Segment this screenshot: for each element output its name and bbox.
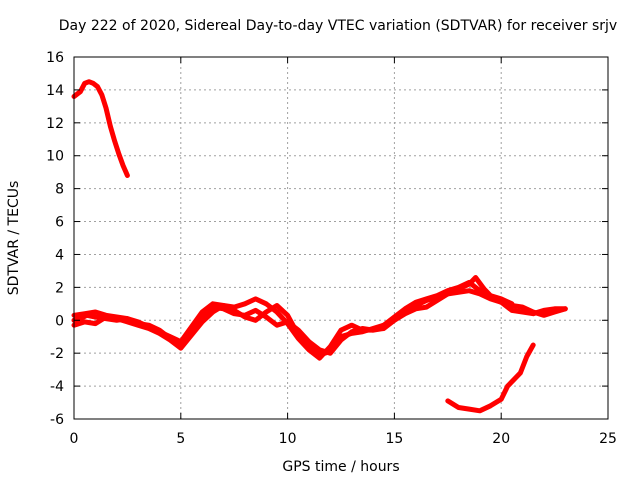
y-tick-label: 8 [55,182,64,198]
y-tick-label: 6 [55,215,64,231]
series-arc-late-low [445,342,536,414]
x-axis-label: GPS time / hours [282,459,399,475]
y-tick-label: -4 [50,379,64,395]
data-series [71,79,568,414]
y-axis-label: SDTVAR / TECUs [6,181,22,296]
plot-frame [73,56,609,420]
y-tick-label: -2 [50,346,64,362]
x-tick-label: 25 [599,431,617,447]
y-tick-label: -6 [50,412,64,428]
y-tick-label: 10 [46,149,64,165]
tick-labels: 0 5 10 15 20 25 -6 -4 -2 0 2 4 6 8 10 12 14 16 [46,50,617,447]
chart-title: Day 222 of 2020, Sidereal Day-to-day VTE… [59,18,617,34]
x-tick-label: 10 [279,431,297,447]
x-tick-label: 0 [70,431,79,447]
x-tick-label: 20 [492,431,510,447]
y-tick-label: 16 [46,50,64,66]
series-arc-main-3 [71,275,515,361]
series-arc-early-high [71,79,130,178]
x-tick-label: 5 [176,431,185,447]
axis-ticks [73,56,609,420]
y-tick-label: 12 [46,116,64,132]
y-tick-label: 0 [55,313,64,329]
y-tick-label: 2 [55,280,64,296]
y-tick-label: 14 [46,83,64,99]
x-tick-label: 15 [385,431,403,447]
y-tick-label: 4 [55,247,64,263]
grid-lines [74,57,608,419]
